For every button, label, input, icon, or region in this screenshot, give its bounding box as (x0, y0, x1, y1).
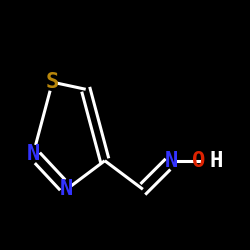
Text: N: N (60, 179, 73, 199)
Text: H: H (210, 151, 223, 171)
Text: S: S (46, 72, 59, 92)
Text: O: O (192, 151, 205, 171)
Text: N: N (165, 151, 178, 171)
Text: N: N (27, 144, 40, 164)
